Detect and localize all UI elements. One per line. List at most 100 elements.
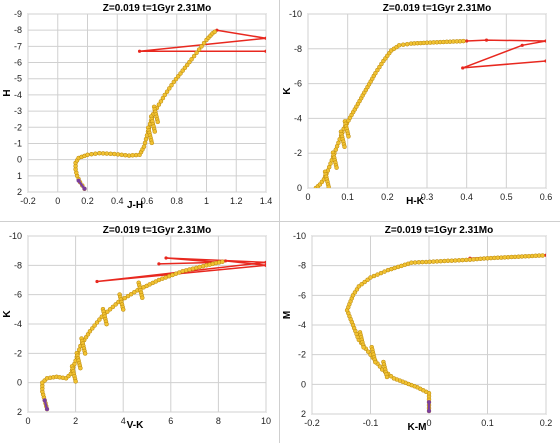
- y-axis-label: K: [282, 87, 293, 95]
- loop-point: [164, 256, 168, 260]
- y-tick-label: 1: [17, 171, 22, 181]
- y-tick-label: 0: [17, 155, 22, 165]
- x-tick-label: -0.2: [304, 418, 320, 428]
- chart-svg: -0.2 0 0.2 0.4 0.6 0.8 1 1.2 1.4 -9 -8 -7 -6 -5 -4 -3 -2…: [2, 3, 272, 211]
- x-tick-label: 0.6: [141, 196, 154, 206]
- track-point: [140, 295, 145, 301]
- track-point: [540, 253, 545, 258]
- x-tick-label: -0.2: [20, 196, 36, 206]
- track-point: [434, 259, 440, 264]
- loop-point: [544, 59, 546, 63]
- x-axis-label: K-M: [408, 422, 427, 433]
- x-tick-label: -0.1: [363, 418, 379, 428]
- x-tick-label: 0.8: [170, 196, 183, 206]
- x-tick-label: 1.2: [230, 196, 243, 206]
- track-point: [460, 257, 465, 263]
- track-point: [404, 41, 410, 47]
- x-tick-label: 0: [305, 192, 310, 202]
- loop-point: [223, 259, 228, 263]
- track-point: [461, 38, 466, 44]
- y-tick-label: -5: [14, 74, 22, 84]
- loop-point: [137, 49, 142, 53]
- y-tick-label: -2: [294, 148, 302, 158]
- x-tick-label: 0.2: [81, 196, 94, 206]
- y-tick-label: 2: [17, 407, 22, 417]
- track-point: [122, 295, 128, 301]
- track-point: [119, 152, 124, 158]
- track-point: [377, 64, 382, 70]
- track-point: [377, 364, 383, 369]
- x-tick-label: 0.4: [111, 196, 124, 206]
- track-point: [189, 57, 194, 62]
- loop-point: [157, 262, 161, 266]
- track-point: [212, 29, 217, 35]
- track-point: [196, 47, 202, 52]
- track-point: [97, 150, 102, 156]
- y-tick-label: -4: [14, 90, 22, 100]
- track-point: [141, 144, 147, 149]
- x-tick-label: 0.2: [540, 418, 553, 428]
- y-tick-label: -4: [14, 319, 22, 329]
- chart-panel-k-vs-hk: 0 0.1 0.2 0.3 0.4 0.5 0.6 -10 -8 -6 -4 -2 0 Z=0.019 t…: [280, 0, 560, 221]
- chart-title: Z=0.019 t=1Gyr 2.31Mo: [383, 3, 491, 14]
- x-tick-label: 0: [426, 418, 431, 428]
- track-point: [365, 349, 371, 354]
- track-point: [167, 86, 172, 91]
- track-point: [438, 258, 443, 264]
- track-point: [220, 259, 225, 264]
- track-point: [104, 151, 110, 156]
- y-tick-label: 0: [17, 378, 22, 388]
- y-tick-label: -4: [294, 113, 302, 123]
- y-tick-label: -6: [14, 58, 22, 68]
- y-axis-label: K: [2, 310, 13, 318]
- loop-point: [484, 38, 489, 42]
- chart-panel-m-vs-km: -0.2 -0.1 0 0.1 0.2 -10 -8 -6 -4 -2 0 2 Z=0.019 t=1G…: [280, 222, 560, 443]
- y-tick-label: -2: [14, 348, 22, 358]
- track-point: [89, 151, 94, 157]
- loop-line: [462, 39, 546, 69]
- x-tick-label: 2: [73, 416, 78, 426]
- y-tick-label: -8: [298, 261, 306, 271]
- loop-point: [544, 39, 546, 43]
- track-point: [384, 374, 390, 380]
- track-point: [156, 102, 162, 107]
- x-tick-label: 1: [204, 196, 209, 206]
- track-point: [143, 136, 149, 142]
- tail-point: [82, 186, 87, 191]
- y-tick-label: -2: [298, 350, 306, 360]
- x-tick-label: 0: [25, 416, 30, 426]
- loop-point: [465, 39, 469, 43]
- y-tick-label: 2: [17, 187, 22, 197]
- track-point: [104, 321, 109, 327]
- panel-divider-horizontal: [0, 221, 560, 222]
- tail-point: [45, 407, 50, 412]
- loop-point: [461, 66, 465, 70]
- loop-point: [264, 263, 266, 267]
- track-point: [123, 152, 128, 158]
- track-point: [342, 144, 347, 150]
- track-point: [85, 152, 90, 158]
- track-point: [164, 89, 170, 94]
- y-tick-label: -9: [14, 9, 22, 19]
- track-point: [199, 44, 204, 49]
- y-tick-label: -8: [14, 25, 22, 35]
- y-tick-label: -6: [298, 290, 306, 300]
- track-point: [201, 40, 207, 46]
- loop-point: [544, 253, 546, 257]
- x-tick-label: 0: [55, 196, 60, 206]
- chart-svg: -0.2 -0.1 0 0.1 0.2 -10 -8 -6 -4 -2 0 2 Z=0.019 t=1G…: [282, 225, 553, 433]
- track-point: [169, 82, 174, 88]
- loop-point: [264, 36, 266, 40]
- plot-series: [313, 38, 546, 188]
- plot-series: [40, 256, 266, 412]
- chart-title: Z=0.019 t=1Gyr 2.31Mo: [103, 3, 211, 14]
- x-tick-label: 10: [261, 416, 271, 426]
- track-point: [334, 165, 339, 170]
- track-point: [359, 281, 364, 287]
- track-point: [110, 304, 116, 310]
- loop-point: [264, 260, 266, 264]
- track-point: [112, 151, 117, 157]
- tail-point: [427, 400, 431, 405]
- track-point: [396, 43, 402, 48]
- y-tick-label: 2: [301, 409, 306, 419]
